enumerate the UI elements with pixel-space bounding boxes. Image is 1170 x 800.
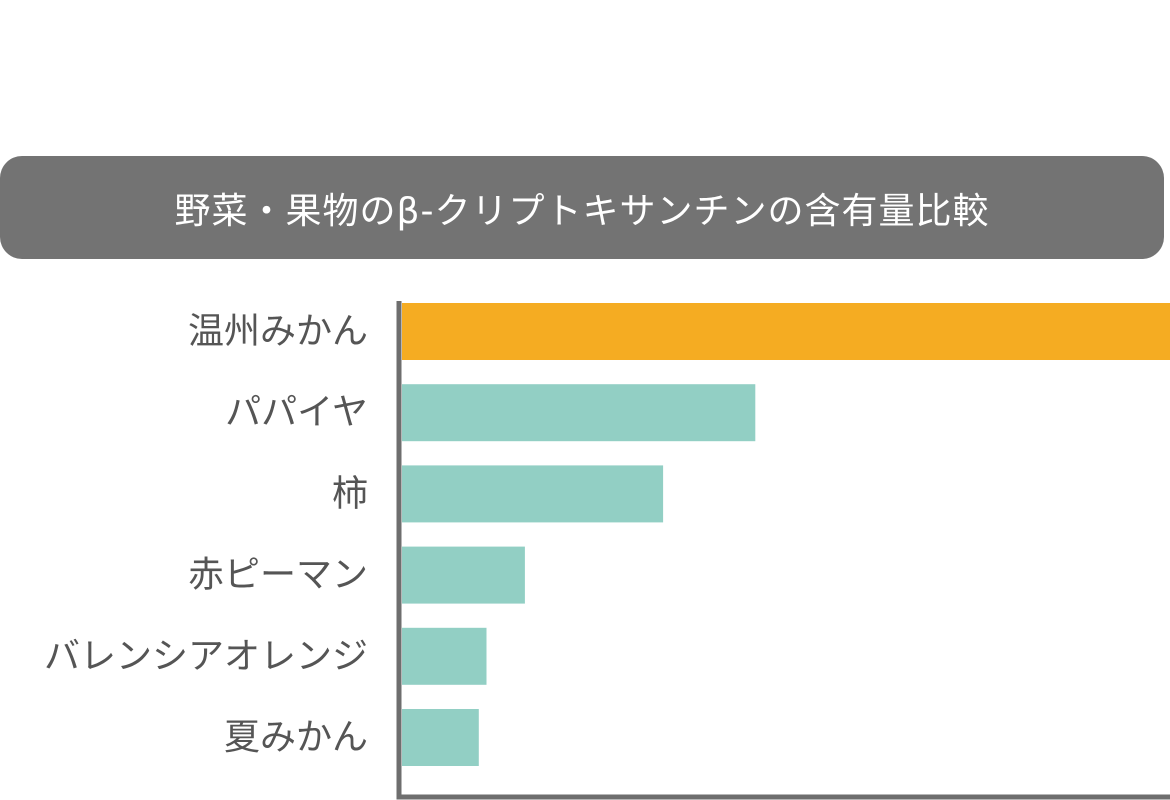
title-banner: 野菜・果物のβ-クリプトキサンチンの含有量比較 <box>0 156 1164 259</box>
bars-group <box>402 303 1170 766</box>
bar-4 <box>402 546 525 604</box>
category-label-4: 赤ピーマン <box>188 555 368 596</box>
category-label-2: パパイヤ <box>225 392 368 433</box>
bar-3 <box>402 465 664 523</box>
bar-5 <box>402 627 487 685</box>
bar-2 <box>402 384 756 442</box>
category-label-3: 柿 <box>332 473 368 514</box>
chart-title: 野菜・果物のβ-クリプトキサンチンの含有量比較 <box>174 190 990 232</box>
bar-6 <box>402 709 479 766</box>
bar-1 <box>402 303 1170 360</box>
category-label-1: 温州みかん <box>188 311 368 352</box>
category-label-5: バレンシアオレンジ <box>44 636 368 677</box>
category-label-6: 夏みかん <box>224 717 368 758</box>
